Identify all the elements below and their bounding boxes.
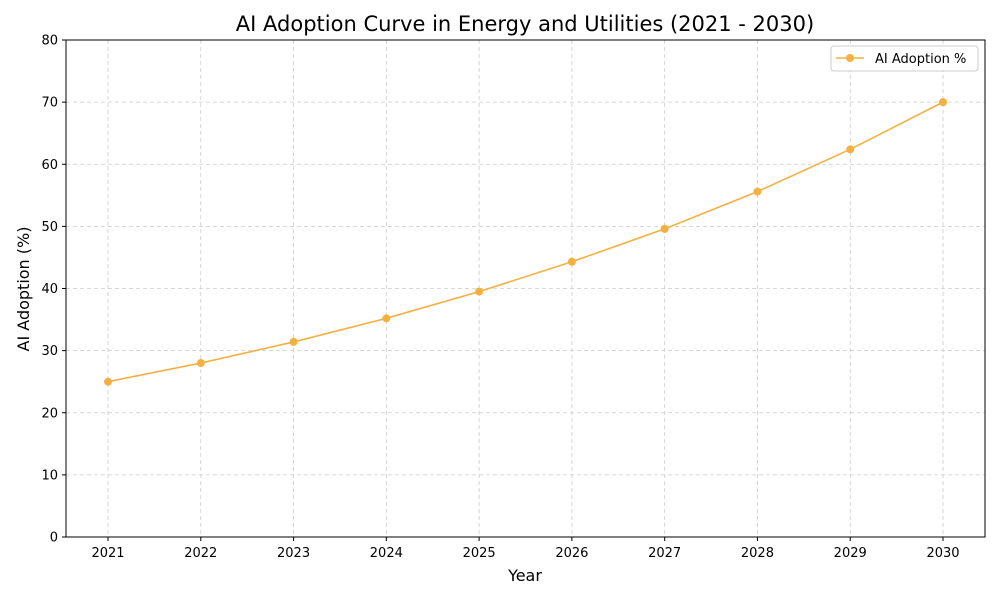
series-layer bbox=[104, 98, 947, 386]
x-tick-label: 2028 bbox=[741, 546, 774, 561]
x-tick-label: 2029 bbox=[834, 546, 867, 561]
legend: AI Adoption % bbox=[830, 45, 979, 72]
x-tick-label: 2022 bbox=[184, 546, 217, 561]
data-point bbox=[382, 314, 391, 323]
plot-frame bbox=[65, 39, 986, 538]
data-point bbox=[104, 377, 112, 386]
y-tick-label: 70 bbox=[41, 96, 58, 111]
legend-label: AI Adoption % bbox=[875, 52, 966, 67]
x-tick-label: 2021 bbox=[91, 546, 124, 561]
x-tick-label: 2023 bbox=[277, 546, 310, 561]
series-line bbox=[107, 101, 944, 383]
x-tick-label: 2026 bbox=[555, 546, 588, 561]
y-tick-label: 40 bbox=[41, 282, 58, 297]
grid bbox=[66, 39, 985, 538]
y-tick-label: 20 bbox=[41, 406, 58, 421]
y-tick-label: 10 bbox=[41, 468, 58, 483]
y-axis-label: AI Adoption (%) bbox=[14, 227, 33, 352]
data-point bbox=[567, 257, 576, 266]
x-axis-label: Year bbox=[507, 566, 542, 585]
data-point bbox=[196, 359, 205, 368]
x-tick-label: 2027 bbox=[648, 546, 681, 561]
y-tick-label: 50 bbox=[41, 220, 58, 235]
legend-marker bbox=[846, 54, 854, 62]
chart-title: AI Adoption Curve in Energy and Utilitie… bbox=[236, 12, 814, 36]
data-point bbox=[939, 98, 947, 107]
y-tick-label: 60 bbox=[41, 158, 58, 173]
x-tick-label: 2024 bbox=[370, 546, 403, 561]
x-tick-label: 2025 bbox=[463, 546, 496, 561]
data-point bbox=[846, 145, 855, 154]
y-tick-label: 80 bbox=[41, 34, 58, 49]
data-point bbox=[289, 337, 298, 346]
y-tick-label: 0 bbox=[50, 531, 58, 546]
legend-box bbox=[830, 45, 979, 72]
y-tick-label: 30 bbox=[41, 344, 58, 359]
data-point bbox=[753, 187, 762, 196]
data-point bbox=[475, 287, 484, 296]
x-tick-label: 2030 bbox=[926, 546, 959, 561]
data-point bbox=[660, 224, 669, 233]
